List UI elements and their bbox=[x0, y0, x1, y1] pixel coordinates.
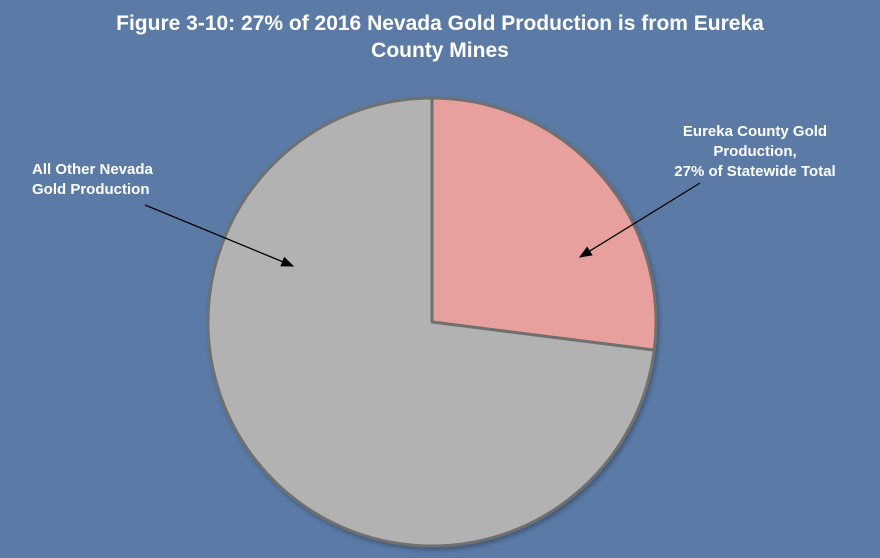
slice-label-eureka: Eureka County Gold Production, 27% of St… bbox=[630, 122, 880, 182]
slice-label-other: All Other Nevada Gold Production bbox=[32, 160, 153, 200]
slice-label-eureka-line-3: 27% of Statewide Total bbox=[674, 163, 836, 180]
slice-label-other-line-2: Gold Production bbox=[32, 181, 150, 198]
leader-arrow-eureka bbox=[578, 182, 701, 258]
leader-arrow-other bbox=[144, 204, 295, 267]
pie-slice-eureka bbox=[430, 96, 658, 352]
slice-label-eureka-line-2: Production, bbox=[713, 143, 797, 160]
pie-slice-other bbox=[206, 96, 656, 548]
chart-title-line-2: County Mines bbox=[371, 39, 509, 62]
chart-title: Figure 3-10: 27% of 2016 Nevada Gold Pro… bbox=[40, 10, 840, 64]
slice-label-eureka-line-1: Eureka County Gold bbox=[682, 123, 828, 140]
chart-title-line-1: Figure 3-10: 27% of 2016 Nevada Gold Pro… bbox=[116, 12, 764, 35]
slice-label-other-line-1: All Other Nevada bbox=[32, 161, 153, 178]
